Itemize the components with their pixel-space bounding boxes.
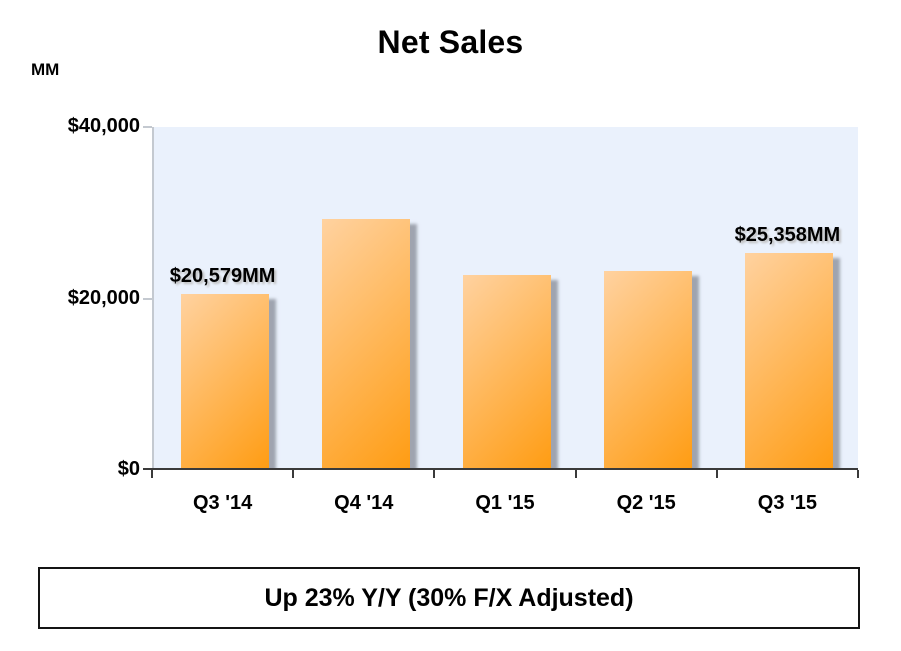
- bar-q3-14: [181, 294, 269, 470]
- x-category-label-q3-14: Q3 '14: [192, 492, 253, 514]
- chart-title: Net Sales: [377, 24, 524, 60]
- bar-value-label-q3-15: $25,358MM: [734, 224, 841, 246]
- y-tick-mark-20000: [143, 297, 152, 300]
- y-axis-unit-label: MM: [31, 60, 60, 79]
- x-axis-line: [143, 468, 858, 470]
- bar-q1-15: [463, 275, 551, 470]
- x-tick-mark-3: [574, 470, 577, 478]
- caption-box: Up 23% Y/Y (30% F/X Adjusted): [38, 567, 860, 629]
- x-category-label-q2-15: Q2 '15: [616, 492, 676, 514]
- x-tick-mark-2: [433, 470, 436, 478]
- x-tick-mark-1: [292, 470, 295, 478]
- bar-q3-15: [745, 253, 833, 470]
- bar-q4-14: [322, 219, 410, 470]
- y-tick-mark-40000: [143, 126, 152, 128]
- x-category-label-q3-15: Q3 '15: [757, 492, 818, 514]
- x-category-label-q4-14: Q4 '14: [334, 492, 394, 514]
- y-tick-label-40000: $40,000: [67, 115, 140, 137]
- y-tick-label-20000: $20,000: [67, 286, 140, 309]
- bar-q2-15: [604, 271, 692, 470]
- x-tick-mark-5: [857, 470, 859, 478]
- bar-value-label-q3-14: $20,579MM: [169, 265, 276, 287]
- caption-text: Up 23% Y/Y (30% F/X Adjusted): [264, 583, 634, 612]
- y-tick-label-0: $0: [117, 458, 140, 480]
- x-category-label-q1-15: Q1 '15: [475, 492, 535, 514]
- x-tick-mark-4: [715, 470, 718, 478]
- plot-area: [152, 127, 858, 470]
- x-tick-mark-0: [151, 470, 153, 478]
